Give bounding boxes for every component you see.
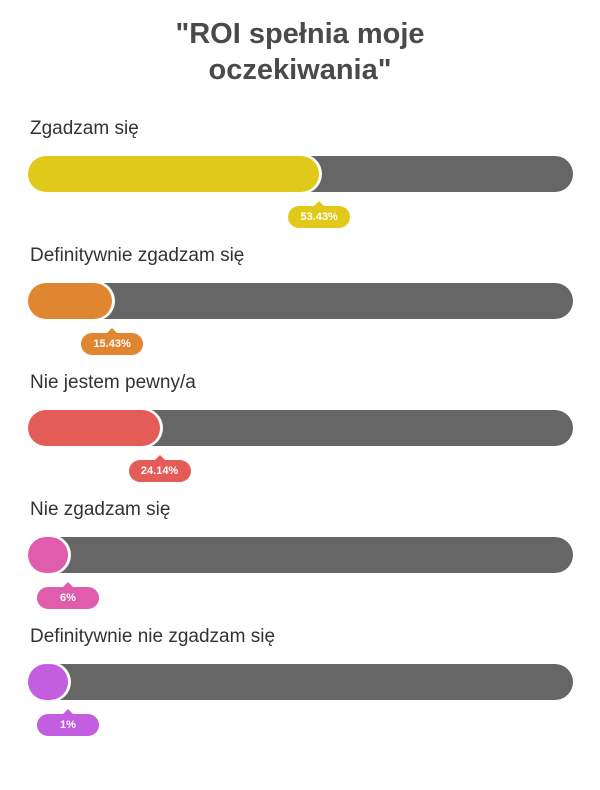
bar-row: Definitywnie nie zgadzam się 1% xyxy=(28,626,573,736)
chart-title-line-1: "ROI spełnia moje xyxy=(175,18,425,50)
value-label-pointer xyxy=(154,455,165,460)
bar-track xyxy=(28,156,573,192)
chart-title: "ROI spełnia moje oczekiwania" xyxy=(0,16,600,88)
value-label: 6% xyxy=(37,582,99,609)
category-label: Zgadzam się xyxy=(30,118,139,139)
bar-track xyxy=(28,410,573,446)
value-label: 24.14% xyxy=(128,455,191,482)
bar-fill xyxy=(28,537,68,573)
value-label-pointer xyxy=(107,328,118,333)
value-label-pointer xyxy=(63,582,73,587)
bar-row: Nie zgadzam się 6% xyxy=(28,499,573,609)
bar-fill xyxy=(28,283,113,319)
category-label: Nie jestem pewny/a xyxy=(30,372,196,393)
value-label: 15.43% xyxy=(81,328,144,355)
bar-fill xyxy=(28,156,320,192)
bar-fill xyxy=(28,410,160,446)
category-label: Definitywnie zgadzam się xyxy=(30,245,245,266)
value-label: 1% xyxy=(37,709,99,736)
value-label-text: 24.14% xyxy=(140,465,179,477)
bar-fill xyxy=(28,664,68,700)
value-label: 53.43% xyxy=(288,201,351,228)
bar-row: Nie jestem pewny/a 24.14% xyxy=(28,372,573,482)
value-label-text: 6% xyxy=(60,592,76,604)
bar-row: Definitywnie zgadzam się 15.43% xyxy=(28,245,573,355)
bar-track xyxy=(28,283,573,319)
bar-track xyxy=(28,664,573,700)
chart-title-line-2: oczekiwania" xyxy=(208,54,392,86)
value-label-pointer xyxy=(63,709,73,714)
bar-track xyxy=(28,537,573,573)
bar-row: Zgadzam się 53.43% xyxy=(28,118,573,228)
category-label: Definitywnie nie zgadzam się xyxy=(30,626,276,647)
value-label-pointer xyxy=(314,201,325,206)
value-label-text: 1% xyxy=(60,719,76,731)
value-label-text: 53.43% xyxy=(300,211,338,223)
category-label: Nie zgadzam się xyxy=(30,499,171,520)
value-label-text: 15.43% xyxy=(93,338,131,350)
